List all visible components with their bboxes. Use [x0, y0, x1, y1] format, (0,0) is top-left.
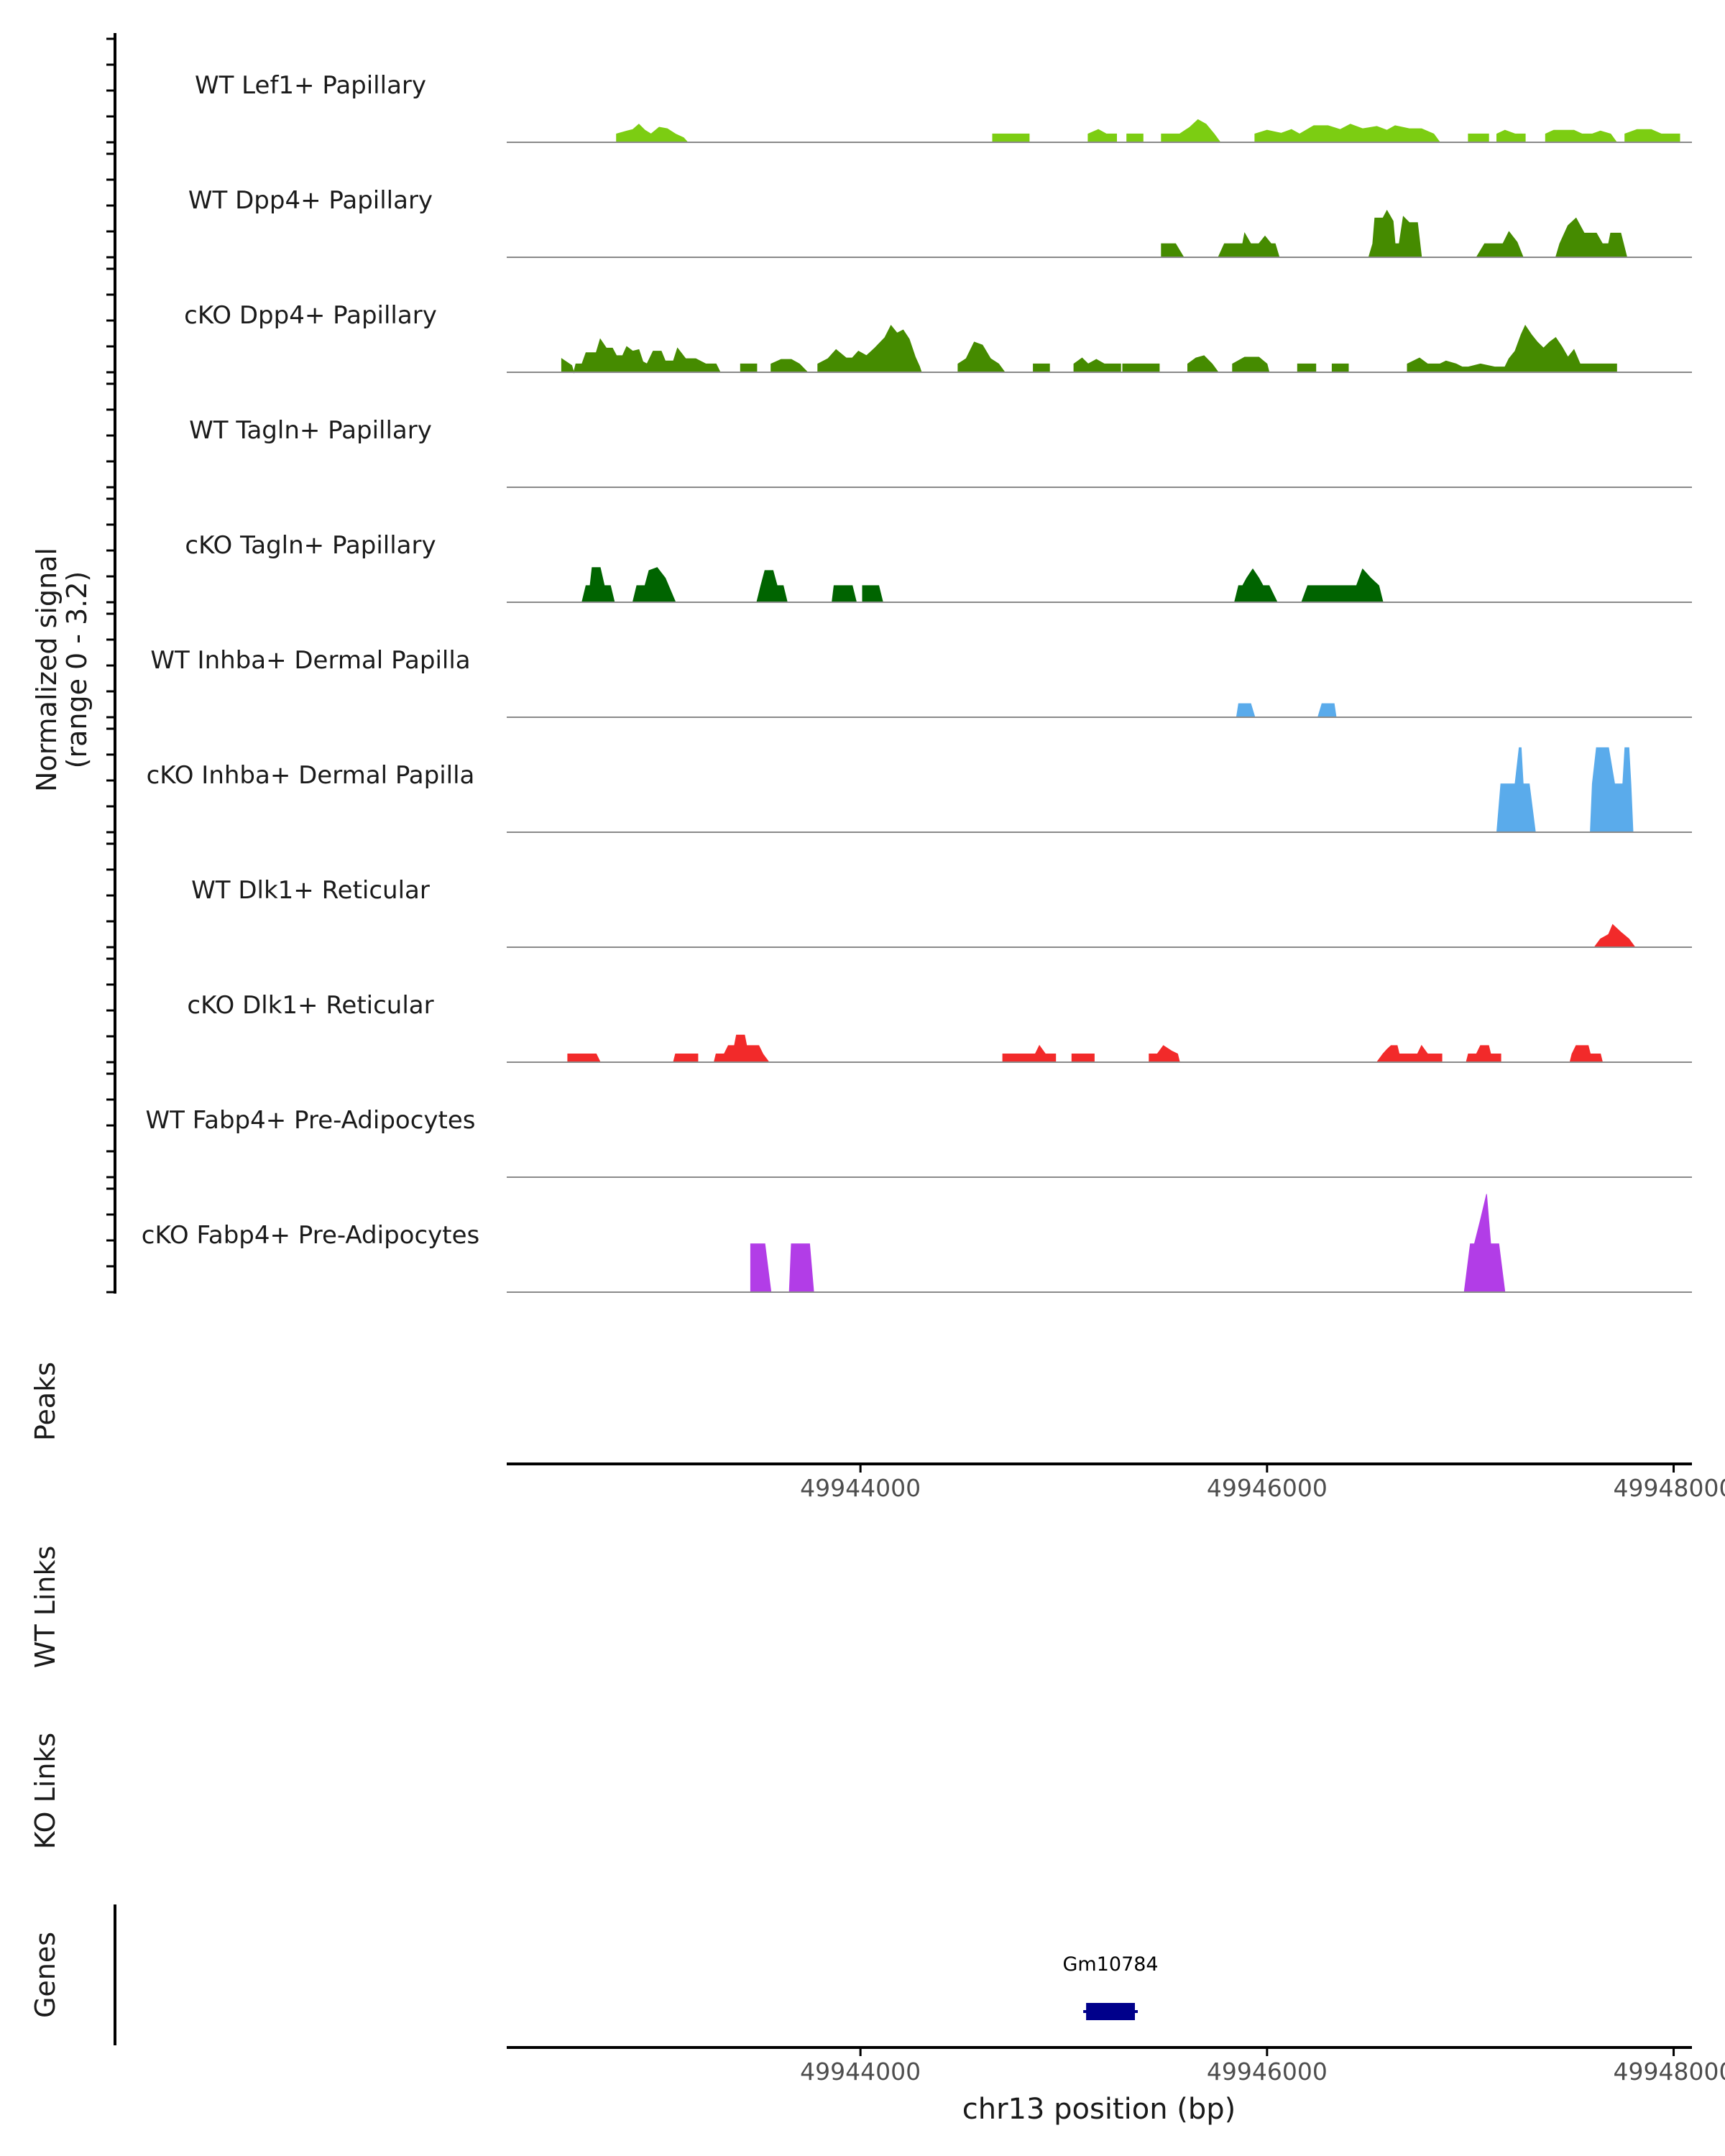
gene-label: Gm10784 [1062, 1953, 1158, 1976]
coverage-area [750, 1194, 1506, 1293]
track-label: WT Fabp4+ Pre-Adipocytes [146, 1106, 476, 1135]
x-tick-label: 49948000 [1614, 1474, 1725, 1502]
y-axis [106, 33, 116, 1294]
x-tick-label: 49944000 [800, 1474, 921, 1502]
track-4: WT Tagln+ Papillary [189, 416, 1692, 488]
ko-links-track-label: KO Links [29, 1733, 61, 1849]
track-label: cKO Inhba+ Dermal Papilla [147, 761, 475, 790]
track-label: cKO Fabp4+ Pre-Adipocytes [142, 1221, 480, 1250]
peaks-track-label: Peaks [29, 1362, 61, 1441]
track-label: cKO Dpp4+ Papillary [184, 301, 437, 330]
coverage-area [1161, 209, 1628, 258]
track-5: cKO Tagln+ Papillary [185, 531, 1692, 603]
track-label: cKO Tagln+ Papillary [185, 531, 436, 560]
y-axis-title-line2: (range 0 - 3.2) [61, 571, 93, 769]
genes-track-label: Genes [29, 1932, 61, 2018]
track-11: cKO Fabp4+ Pre-Adipocytes [142, 1194, 1692, 1293]
coverage-area [1593, 923, 1636, 948]
x-tick-label: 49946000 [1207, 2058, 1328, 2086]
coverage-area [567, 1034, 1604, 1063]
track-label: WT Inhba+ Dermal Papilla [150, 646, 470, 675]
track-label: WT Tagln+ Papillary [189, 416, 432, 445]
track-label: WT Lef1+ Papillary [195, 71, 426, 100]
x-tick-label: 49948000 [1614, 2058, 1725, 2086]
track-8: WT Dlk1+ Reticular [191, 876, 1692, 948]
track-label: WT Dpp4+ Papillary [188, 186, 433, 215]
track-label: WT Dlk1+ Reticular [191, 876, 430, 905]
track-6: WT Inhba+ Dermal Papilla [150, 646, 1692, 718]
track-9: cKO Dlk1+ Reticular [187, 991, 1692, 1063]
coverage-area [561, 324, 1617, 374]
gene-annotations: Gm10784 [1062, 1953, 1159, 2020]
track-2: WT Dpp4+ Papillary [188, 186, 1692, 258]
x-tick-label: 49946000 [1207, 1474, 1328, 1502]
track-3: cKO Dpp4+ Papillary [184, 301, 1692, 374]
wt-links-track-label: WT Links [29, 1546, 61, 1668]
coverage-area [581, 567, 1384, 603]
track-1: WT Lef1+ Papillary [195, 71, 1692, 143]
y-axis-title-line1: Normalized signal [31, 548, 63, 792]
genes-x-axis: 49944000 49946000 49948000 [800, 2047, 1725, 2086]
track-label: cKO Dlk1+ Reticular [187, 991, 433, 1020]
coverage-area [616, 119, 1680, 143]
x-tick-label: 49944000 [800, 2058, 921, 2086]
coverage-area [1496, 747, 1634, 833]
coverage-tracks: WT Lef1+ Papillary WT Dpp4+ Papillary cKO … [142, 71, 1692, 1293]
coverage-area [1236, 703, 1337, 718]
x-axis-title: chr13 position (bp) [962, 2093, 1236, 2126]
track-7: cKO Inhba+ Dermal Papilla [147, 747, 1692, 833]
peaks-x-axis: 49944000 49946000 49948000 [800, 1464, 1725, 1502]
track-10: WT Fabp4+ Pre-Adipocytes [146, 1106, 1692, 1178]
